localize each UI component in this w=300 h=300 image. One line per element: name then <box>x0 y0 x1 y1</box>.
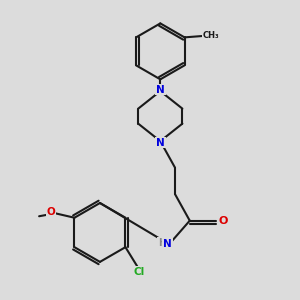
Text: N: N <box>156 138 165 148</box>
Text: N: N <box>156 85 165 94</box>
Text: N: N <box>163 239 172 249</box>
Text: H: H <box>158 238 166 248</box>
Text: Cl: Cl <box>133 267 144 277</box>
Text: O: O <box>46 207 55 217</box>
Text: CH₃: CH₃ <box>203 32 219 40</box>
Text: O: O <box>219 216 228 226</box>
